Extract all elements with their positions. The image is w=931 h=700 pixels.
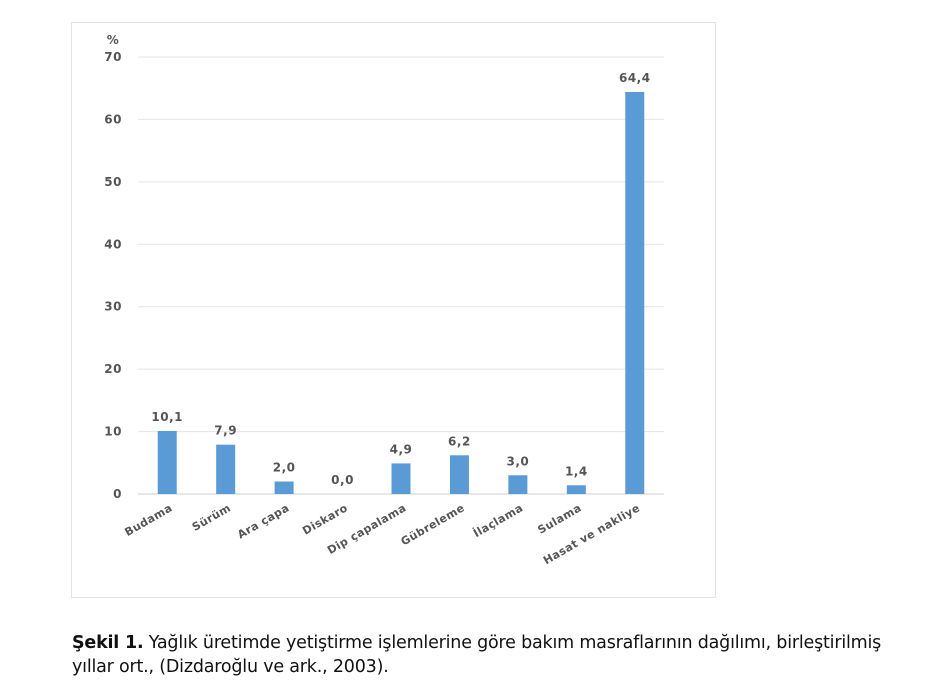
data-label: 64,4 [619,71,651,85]
data-label: 1,4 [565,464,588,478]
caption-prefix: Şekil 1. [72,633,144,653]
y-tick-label: 60 [104,112,122,126]
y-tick-label: 20 [104,362,122,376]
data-label: 2,0 [273,461,296,475]
x-tick-label: Diskaro [300,501,350,537]
data-labels: 10,1 7,9 2,0 0,0 4,9 6,2 3,0 1,4 64,4 [151,71,650,487]
bar [391,463,411,494]
data-label: 3,0 [507,454,530,468]
x-tick-label: Sulama [536,501,584,536]
y-tick-label: 40 [104,237,122,251]
y-axis-label: % [107,33,120,47]
data-label: 7,9 [214,424,237,438]
data-label: 4,9 [390,442,413,456]
x-tick-label: Hasat ve nakliye [541,501,642,567]
data-label: 0,0 [331,473,354,487]
chart-frame [71,22,716,598]
bars [157,91,645,495]
y-tick-label: 10 [104,425,122,439]
x-tick-label: İlaçlama [471,500,526,540]
bar [216,444,236,494]
bar [508,475,528,494]
bar [566,485,586,494]
data-label: 6,2 [448,434,471,448]
bar [625,91,645,495]
y-axis: 0 10 20 30 40 50 60 70 [104,50,122,501]
x-tick-label: Sürüm [190,501,233,534]
data-label: 10,1 [151,410,183,424]
caption-text: Yağlık üretimde yetiştirme işlemlerine g… [72,633,882,677]
figure-caption: Şekil 1. Yağlık üretimde yetiştirme işle… [72,631,912,679]
y-tick-label: 0 [113,487,122,501]
x-tick-label: Ara çapa [235,501,291,541]
y-tick-label: 50 [104,175,122,189]
bar [274,481,294,494]
x-tick-label: Gübreleme [399,501,467,548]
y-tick-label: 30 [104,300,122,314]
bar [157,430,177,494]
bar [449,455,469,494]
y-tick-label: 70 [104,50,122,64]
x-tick-label: Budama [122,501,174,539]
